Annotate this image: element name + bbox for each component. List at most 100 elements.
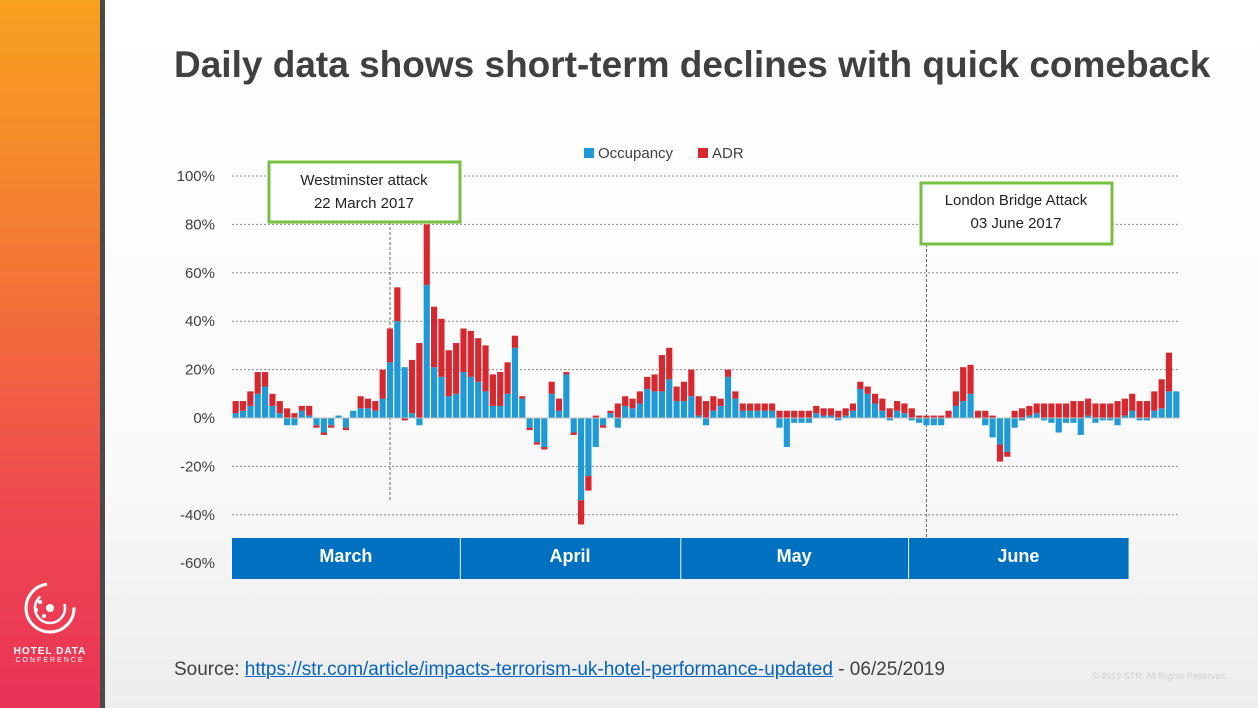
bar-adr — [1158, 379, 1165, 409]
bar-occupancy — [269, 405, 276, 418]
bar-occupancy — [232, 413, 239, 418]
bar-occupancy — [401, 367, 408, 418]
bar-occupancy — [320, 418, 327, 433]
bar-adr — [342, 427, 349, 431]
bar-adr — [423, 224, 430, 285]
london-bridge-callout-box — [919, 181, 1114, 246]
bar-occupancy — [1114, 418, 1121, 426]
bar-adr — [519, 396, 526, 399]
bar-occupancy — [497, 405, 504, 418]
bar-adr — [1129, 393, 1136, 411]
copyright-notice: © 2019 STR. All Rights Reserved. — [1092, 671, 1228, 681]
bar-occupancy — [350, 410, 357, 418]
bar-occupancy — [857, 388, 864, 418]
bar-occupancy — [923, 418, 930, 426]
bar-occupancy — [533, 418, 541, 443]
bar-occupancy — [989, 418, 996, 438]
bar-adr — [695, 396, 702, 416]
bar-adr — [776, 410, 783, 418]
bar-adr — [577, 500, 585, 525]
bar-occupancy — [967, 393, 974, 418]
bar-occupancy — [555, 410, 563, 418]
westminster-callout-line1: Westminster attack — [300, 172, 428, 189]
bar-occupancy — [1018, 418, 1026, 421]
bar-adr — [827, 408, 835, 416]
bar-occupancy — [827, 415, 835, 418]
y-tick-label: 80% — [185, 216, 215, 233]
bar-occupancy — [254, 393, 261, 418]
bar-adr — [475, 338, 482, 382]
bar-occupancy — [298, 410, 305, 418]
bar-adr — [1004, 451, 1011, 457]
bar-occupancy — [651, 391, 658, 418]
bar-occupancy — [357, 408, 364, 418]
bar-adr — [1055, 403, 1062, 418]
bar-occupancy — [607, 413, 614, 418]
conference-logo-icon — [24, 582, 76, 634]
bar-occupancy — [886, 418, 893, 421]
month-band — [460, 538, 681, 579]
bar-adr — [438, 318, 445, 377]
bar-adr — [563, 372, 570, 375]
bar-adr — [541, 447, 548, 450]
bar-adr — [644, 376, 651, 389]
bar-adr — [401, 418, 408, 421]
bar-occupancy — [1173, 391, 1180, 418]
bar-adr — [1143, 401, 1151, 418]
bar-occupancy — [291, 418, 298, 426]
bar-adr — [636, 391, 643, 404]
bar-adr — [930, 415, 937, 418]
bar-occupancy — [372, 410, 379, 418]
bar-occupancy — [938, 418, 945, 426]
bar-adr — [945, 410, 952, 418]
bar-adr — [761, 403, 768, 411]
month-band — [232, 538, 460, 579]
bar-adr — [239, 401, 247, 411]
bar-adr — [805, 410, 812, 418]
bar-adr — [1070, 401, 1077, 418]
bar-occupancy — [710, 410, 717, 418]
bar-occupancy — [1143, 418, 1151, 421]
bar-occupancy — [1165, 391, 1173, 418]
bar-adr — [923, 415, 930, 418]
bar-occupancy — [952, 405, 959, 418]
bar-adr — [445, 350, 452, 397]
bar-occupancy — [813, 413, 820, 418]
bar-adr — [842, 408, 849, 416]
bar-occupancy — [636, 403, 643, 418]
bar-adr — [232, 401, 239, 414]
bar-adr — [820, 408, 827, 416]
bar-adr — [783, 410, 790, 418]
bar-occupancy — [849, 410, 857, 418]
bar-adr — [982, 410, 989, 418]
chart-bars — [232, 224, 1180, 525]
bar-adr — [607, 410, 614, 414]
source-prefix: Source: — [174, 659, 245, 680]
bar-occupancy — [1048, 418, 1055, 423]
bar-adr — [974, 410, 981, 418]
bar-adr — [769, 403, 776, 411]
bar-occupancy — [394, 321, 401, 418]
bar-occupancy — [342, 418, 349, 428]
bar-adr — [1018, 408, 1026, 418]
legend-swatch-occupancy — [584, 148, 594, 158]
bar-occupancy — [577, 418, 585, 501]
month-label: March — [319, 546, 372, 566]
bar-occupancy — [783, 418, 790, 448]
y-tick-label: 60% — [185, 265, 215, 282]
bar-adr — [379, 369, 386, 399]
source-link[interactable]: https://str.com/article/impacts-terroris… — [244, 659, 833, 680]
bar-occupancy — [761, 410, 768, 418]
bar-adr — [276, 401, 283, 414]
bar-adr — [673, 386, 680, 402]
bar-occupancy — [930, 418, 937, 426]
bar-occupancy — [328, 418, 335, 426]
bar-occupancy — [482, 391, 489, 418]
bar-occupancy — [306, 415, 313, 418]
bar-adr — [364, 398, 372, 409]
bar-occupancy — [460, 372, 467, 418]
bar-adr — [313, 425, 320, 428]
bar-occupancy — [511, 347, 519, 418]
bar-adr — [600, 425, 607, 428]
bar-adr — [901, 403, 908, 414]
